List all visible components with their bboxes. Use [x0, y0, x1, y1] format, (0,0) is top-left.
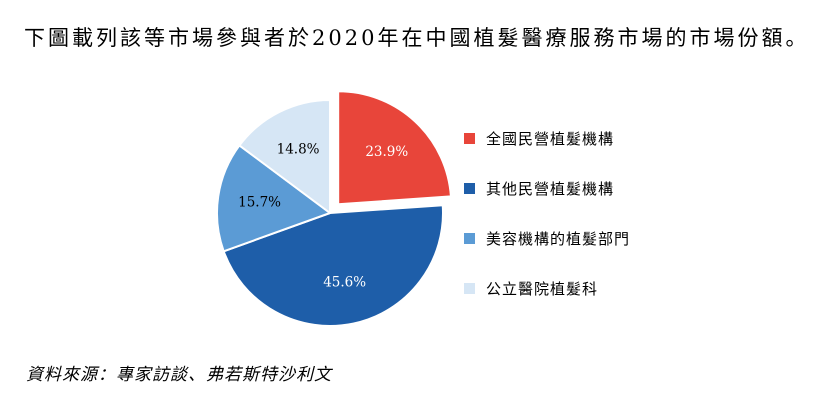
pie-chart: 23.9% 45.6% 15.7% 14.8% [216, 90, 452, 328]
legend-label: 美容機構的植髮部門 [486, 230, 631, 249]
pie-slice [337, 90, 452, 206]
legend-label: 公立醫院植髮科 [486, 280, 599, 299]
legend-swatch [464, 233, 475, 245]
legend-item: 美容機構的植髮部門 [464, 228, 630, 249]
pie-chart-figure: 23.9% 45.6% 15.7% 14.8% 全國民營植髮機構 其他民營植髮機構 美… [24, 56, 796, 331]
legend-label: 其他民營植髮機構 [486, 180, 615, 199]
pie-slice-label: 45.6% [323, 275, 366, 291]
legend-swatch [464, 183, 475, 195]
legend-swatch [464, 283, 475, 295]
pie-slice [222, 204, 444, 328]
legend-swatch [464, 133, 475, 145]
legend-item: 公立醫院植髮科 [464, 278, 630, 299]
legend-item: 全國民營植髮機構 [464, 128, 630, 149]
legend-label: 全國民營植髮機構 [486, 130, 615, 149]
pie-slice [216, 144, 331, 253]
chart-caption: 下圖載列該等市場參與者於2020年在中國植髮醫療服務市場的市場份額。 [24, 26, 810, 50]
pie-slice-label: 15.7% [238, 195, 281, 211]
pie-slice-label: 14.8% [277, 142, 320, 158]
chart-legend: 全國民營植髮機構 其他民營植髮機構 美容機構的植髮部門 公立醫院植髮科 [464, 128, 630, 299]
pie-slice-label: 23.9% [365, 145, 408, 161]
source-note: 資料來源：專家訪談、弗若斯特沙利文 [26, 365, 332, 385]
pie-slice [238, 99, 331, 215]
legend-item: 其他民營植髮機構 [464, 178, 630, 199]
